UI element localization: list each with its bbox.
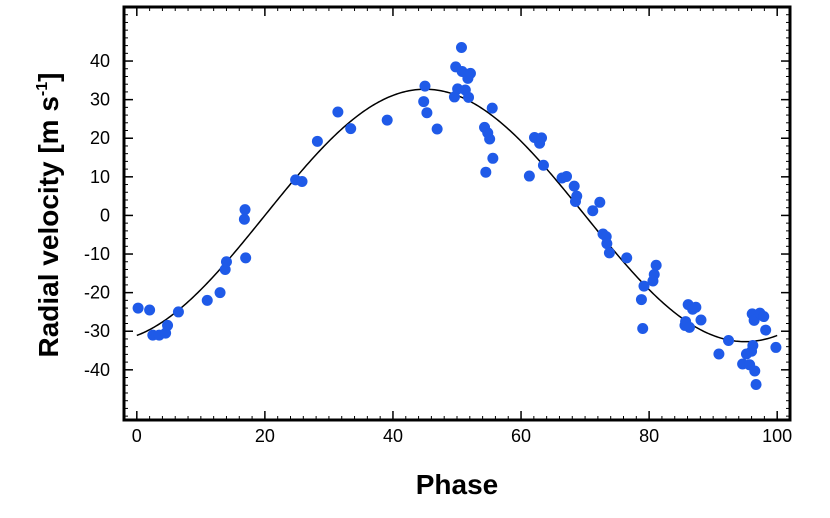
x-tick-label: 100 bbox=[762, 426, 792, 446]
x-tick-label: 60 bbox=[511, 426, 531, 446]
y-tick-label: 0 bbox=[100, 205, 110, 225]
data-point bbox=[747, 340, 759, 352]
x-tick-labels: 0 20 40 60 80 100 bbox=[132, 426, 792, 446]
y-tick-label: -10 bbox=[84, 244, 110, 264]
y-tick-label: -30 bbox=[84, 321, 110, 341]
data-point bbox=[431, 123, 443, 135]
data-point bbox=[240, 252, 252, 264]
fit-curve bbox=[136, 88, 778, 343]
y-tick-label: 30 bbox=[90, 90, 110, 110]
data-point bbox=[594, 196, 606, 208]
data-point bbox=[345, 123, 357, 135]
y-tick-label: -20 bbox=[84, 283, 110, 303]
data-point bbox=[760, 324, 772, 336]
data-point bbox=[464, 67, 476, 79]
data-point bbox=[172, 306, 184, 318]
x-tick-label: 0 bbox=[132, 426, 142, 446]
y-tick-label: -40 bbox=[84, 360, 110, 380]
data-point bbox=[418, 96, 430, 108]
data-point bbox=[770, 341, 782, 353]
data-point bbox=[683, 321, 695, 333]
data-point bbox=[695, 314, 707, 326]
data-point bbox=[749, 365, 761, 377]
y-tick-label: 10 bbox=[90, 167, 110, 187]
y-axis-label-superscript: -1 bbox=[34, 82, 51, 96]
data-point bbox=[758, 311, 770, 323]
data-point bbox=[568, 180, 580, 192]
data-point bbox=[486, 102, 498, 114]
major-ticks bbox=[124, 7, 790, 420]
data-point bbox=[536, 132, 548, 144]
data-point bbox=[635, 294, 647, 306]
data-point bbox=[201, 294, 213, 306]
y-tick-label: 40 bbox=[90, 51, 110, 71]
x-tick-label: 40 bbox=[383, 426, 403, 446]
data-point bbox=[603, 247, 615, 259]
data-point bbox=[480, 166, 492, 178]
data-point bbox=[561, 170, 573, 182]
data-point bbox=[238, 213, 250, 225]
data-point bbox=[421, 107, 433, 119]
data-points bbox=[132, 42, 782, 390]
y-tick-labels: -40 -30 -20 -10 0 10 20 30 40 bbox=[84, 51, 110, 380]
data-point bbox=[571, 190, 583, 202]
y-axis-label: Radial velocity [m s-1] bbox=[33, 73, 64, 358]
data-point bbox=[637, 323, 649, 335]
data-point bbox=[723, 334, 735, 346]
x-axis-label: Phase bbox=[416, 469, 499, 500]
data-point bbox=[713, 348, 725, 360]
data-point bbox=[650, 259, 662, 271]
data-point bbox=[311, 135, 323, 147]
data-point bbox=[621, 252, 633, 264]
data-point bbox=[750, 378, 762, 390]
data-point bbox=[419, 80, 431, 92]
y-axis-label-bracket: ] bbox=[33, 73, 64, 82]
data-point bbox=[648, 268, 660, 280]
data-point bbox=[332, 106, 344, 118]
data-point bbox=[463, 91, 475, 103]
data-point bbox=[601, 238, 613, 250]
x-tick-label: 20 bbox=[255, 426, 275, 446]
y-axis-label-text: Radial velocity [m s bbox=[33, 96, 64, 357]
data-point bbox=[214, 287, 226, 299]
data-point bbox=[690, 301, 702, 313]
data-point bbox=[381, 114, 393, 126]
data-point bbox=[638, 280, 650, 292]
data-point bbox=[455, 42, 467, 54]
data-point bbox=[132, 302, 144, 314]
data-point bbox=[537, 159, 549, 171]
data-point bbox=[220, 256, 232, 268]
x-tick-label: 80 bbox=[639, 426, 659, 446]
y-tick-label: 20 bbox=[90, 128, 110, 148]
data-point bbox=[484, 133, 496, 145]
data-point bbox=[523, 170, 535, 182]
data-point bbox=[144, 304, 156, 316]
data-point bbox=[296, 175, 308, 187]
data-point bbox=[162, 319, 174, 331]
data-point bbox=[587, 205, 599, 217]
data-point bbox=[487, 152, 499, 164]
data-point bbox=[239, 204, 251, 216]
